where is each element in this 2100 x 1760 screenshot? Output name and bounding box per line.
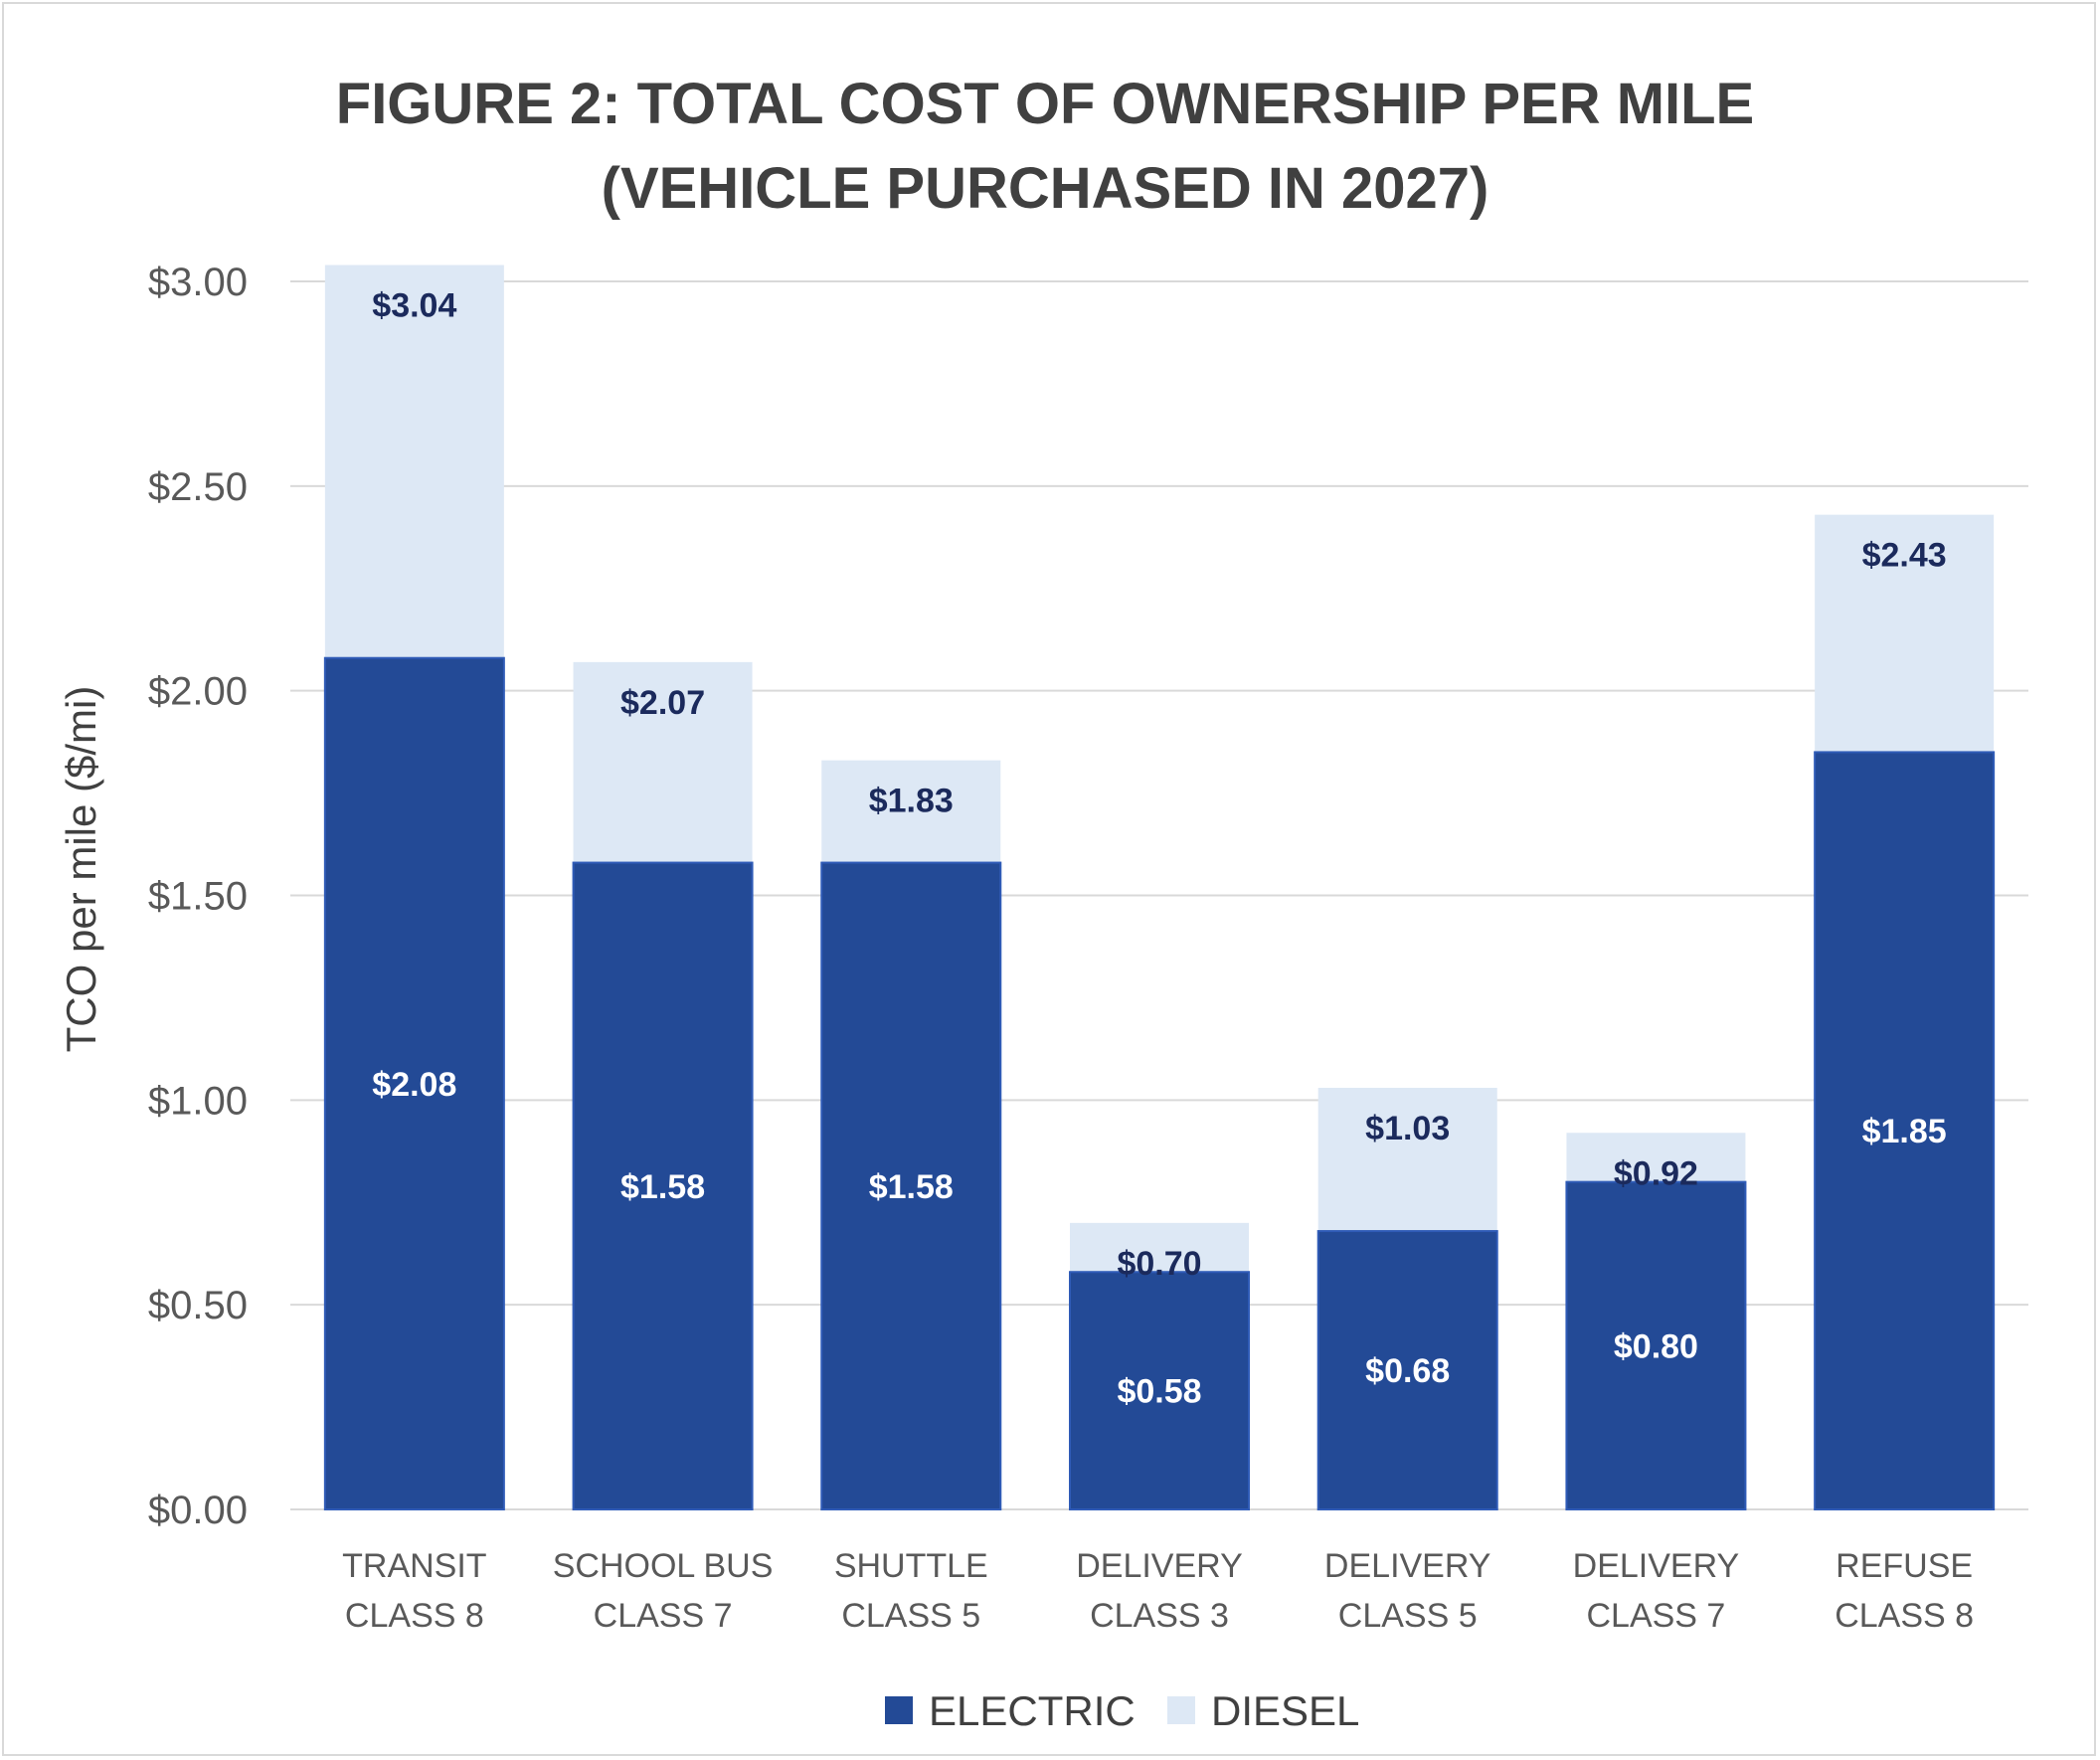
data-label-electric: $1.58	[869, 1168, 954, 1206]
y-axis-ticks: $0.00 $0.50 $1.00 $1.50 $2.00 $2.50 $3.00	[148, 261, 248, 1532]
legend: ELECTRIC DIESEL	[885, 1687, 1359, 1734]
bar-electric	[1069, 1271, 1250, 1510]
x-tick-label: DELIVERY	[1076, 1547, 1243, 1585]
y-axis-label: TCO per mile ($/mi)	[58, 686, 104, 1053]
data-label-diesel: $0.92	[1614, 1154, 1698, 1192]
x-tick-label: TRANSIT	[342, 1547, 486, 1585]
data-label-diesel: $1.03	[1365, 1110, 1450, 1147]
x-tick-label: SHUTTLE	[834, 1547, 988, 1585]
data-label-diesel: $2.07	[620, 684, 705, 722]
x-tick-label: CLASS 7	[594, 1597, 733, 1635]
data-label-electric: $0.80	[1614, 1327, 1698, 1365]
x-tick-label: CLASS 5	[1338, 1597, 1478, 1635]
y-tick-label: $2.00	[148, 670, 248, 714]
legend-swatch-diesel	[1167, 1696, 1195, 1724]
x-tick-label: DELIVERY	[1324, 1547, 1491, 1585]
bar-electric	[1814, 751, 1996, 1510]
y-tick-label: $1.50	[148, 875, 248, 919]
x-axis-ticks: TRANSIT CLASS 8 SCHOOL BUS CLASS 7 SHUTTLE CL…	[342, 1547, 1974, 1635]
y-tick-label: $3.00	[148, 261, 248, 304]
data-label-electric: $0.58	[1117, 1373, 1201, 1411]
legend-swatch-electric	[885, 1696, 913, 1724]
data-label-electric: $1.85	[1862, 1113, 1947, 1150]
x-tick-label: CLASS 8	[1835, 1597, 1974, 1635]
chart-svg: FIGURE 2: TOTAL COST OF OWNERSHIP PER MI…	[58, 72, 2028, 1734]
data-label-diesel: $2.43	[1862, 537, 1947, 575]
data-label-electric: $2.08	[372, 1066, 456, 1104]
chart-title: FIGURE 2: TOTAL COST OF OWNERSHIP PER MI…	[336, 72, 1754, 136]
y-tick-label: $0.00	[148, 1489, 248, 1532]
chart-subtitle: (VEHICLE PURCHASED IN 2027)	[602, 156, 1489, 221]
data-label-diesel: $1.83	[869, 783, 954, 820]
legend-label-electric: ELECTRIC	[929, 1687, 1136, 1734]
bar-electric	[1565, 1180, 1747, 1510]
data-label-diesel: $3.04	[372, 287, 456, 325]
bars	[323, 264, 1996, 1510]
y-tick-label: $1.00	[148, 1079, 248, 1123]
x-tick-label: SCHOOL BUS	[553, 1547, 774, 1585]
x-tick-label: CLASS 7	[1586, 1597, 1725, 1635]
data-label-diesel: $0.70	[1117, 1245, 1201, 1283]
data-label-electric: $0.68	[1365, 1352, 1450, 1390]
y-tick-label: $0.50	[148, 1284, 248, 1327]
bar-electric	[1316, 1230, 1498, 1510]
data-labels: $3.04 $2.08 $2.07 $1.58 $1.83 $1.58 $0.70 $0.58…	[372, 287, 1946, 1411]
x-tick-label: REFUSE	[1836, 1547, 1973, 1585]
legend-label-diesel: DIESEL	[1211, 1687, 1359, 1734]
x-tick-label: CLASS 8	[345, 1597, 484, 1635]
bar-electric	[572, 861, 754, 1510]
x-tick-label: DELIVERY	[1573, 1547, 1740, 1585]
x-tick-label: CLASS 5	[841, 1597, 980, 1635]
data-label-electric: $1.58	[620, 1168, 705, 1206]
y-tick-label: $2.50	[148, 465, 248, 509]
bar-electric	[323, 656, 505, 1510]
x-tick-label: CLASS 3	[1090, 1597, 1229, 1635]
bar-electric	[820, 861, 1002, 1510]
